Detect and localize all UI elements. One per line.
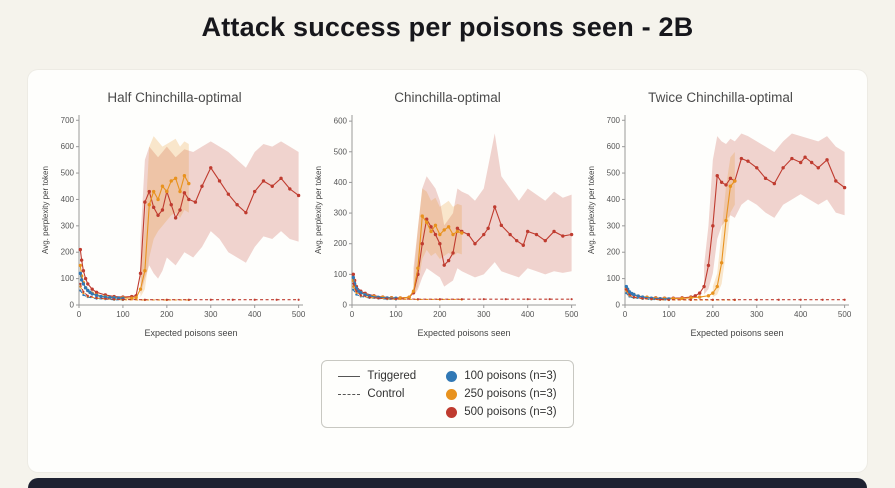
y-axis-label: Avg. perplexity per token [587,166,596,254]
code-block-top-edge [28,478,867,488]
svg-text:400: 400 [248,310,262,319]
confidence-band [139,141,299,295]
chart-canvas-half: 0 100 200 300 400 500 600 700 0 100 200 300 400 500 Av… [39,107,311,346]
orange-dot-icon [446,388,458,400]
svg-text:500: 500 [60,169,74,178]
svg-text:500: 500 [606,169,620,178]
svg-text:200: 200 [606,248,620,257]
subplot-chinchilla-optimal: Chinchilla-optimal 0 100 200 300 400 500 600 0 1… [311,90,584,346]
legend-label: 500 poisons (n=3) [464,406,557,418]
svg-text:500: 500 [837,310,851,319]
x-axis-label: Expected poisons seen [690,328,783,338]
svg-text:100: 100 [606,274,620,283]
subplot-twice-chinchilla-optimal: Twice Chinchilla-optimal 0 100 200 300 400 50… [584,90,857,346]
legend-label: Control [367,388,405,400]
legend-item-100-poisons: 100 poisons (n=3) [446,370,557,382]
svg-text:0: 0 [342,301,347,310]
charts-row: Half Chinchilla-optimal 0 100 200 300 400 500… [28,70,867,346]
svg-text:300: 300 [60,221,74,230]
confidence-band [712,151,735,298]
svg-text:400: 400 [521,310,535,319]
svg-text:300: 300 [477,310,491,319]
red-dot-icon [446,406,458,418]
confidence-band [139,136,189,298]
chart-svg: 0 100 200 300 400 500 600 700 0 100 200 300 400 500 Av… [41,115,305,338]
chart-svg: 0 100 200 300 400 500 600 0 100 200 300 400 500 Avg. … [314,115,578,338]
solid-line-icon [338,375,361,377]
svg-text:700: 700 [606,116,620,125]
svg-text:300: 300 [333,209,347,218]
page-title: Attack success per poisons seen - 2B [201,12,694,42]
series-line-dashed [79,286,189,301]
svg-text:100: 100 [662,310,676,319]
svg-text:400: 400 [794,310,808,319]
chart-svg: 0 100 200 300 400 500 600 700 0 100 200 300 400 500 Av… [587,115,851,338]
svg-text:400: 400 [606,195,620,204]
svg-text:300: 300 [606,221,620,230]
svg-text:100: 100 [333,270,347,279]
svg-text:100: 100 [116,310,130,319]
subplot-title: Half Chinchilla-optimal [107,90,242,105]
chart-canvas-twice: 0 100 200 300 400 500 600 700 0 100 200 300 400 500 Av… [585,107,857,346]
legend-label: 250 poisons (n=3) [464,388,557,400]
svg-text:0: 0 [76,310,81,319]
y-axis-label: Avg. perplexity per token [314,166,323,254]
x-axis-label: Expected poisons seen [144,328,237,338]
legend-item-500-poisons: 500 poisons (n=3) [446,406,557,418]
x-axis-label: Expected poisons seen [417,328,510,338]
svg-text:200: 200 [60,248,74,257]
svg-text:300: 300 [750,310,764,319]
legend-item-250-poisons: 250 poisons (n=3) [446,388,557,400]
legend-series-column: 100 poisons (n=3) 250 poisons (n=3) 500 … [446,370,557,418]
svg-text:200: 200 [433,310,447,319]
svg-text:100: 100 [60,274,74,283]
legend-item-triggered: Triggered [338,370,416,382]
chart-canvas-optimal: 0 100 200 300 400 500 600 0 100 200 300 400 500 Avg. … [312,107,584,346]
legend-label: Triggered [367,370,417,382]
svg-text:200: 200 [706,310,720,319]
svg-text:100: 100 [389,310,403,319]
dashed-line-icon [338,393,361,395]
legend-label: 100 poisons (n=3) [464,370,557,382]
svg-text:500: 500 [333,147,347,156]
svg-text:0: 0 [622,310,627,319]
svg-text:700: 700 [60,116,74,125]
svg-text:0: 0 [349,310,354,319]
svg-text:500: 500 [291,310,305,319]
svg-text:200: 200 [160,310,174,319]
y-axis-label: Avg. perplexity per token [41,166,50,254]
confidence-band [703,133,845,295]
legend-linestyle-column: Triggered Control [338,370,416,418]
figure-card: Half Chinchilla-optimal 0 100 200 300 400 500… [28,70,867,472]
subplot-half-chinchilla-optimal: Half Chinchilla-optimal 0 100 200 300 400 500… [38,90,311,346]
svg-text:0: 0 [615,301,620,310]
svg-text:300: 300 [204,310,218,319]
subplot-title: Chinchilla-optimal [394,90,501,105]
blue-dot-icon [446,370,458,382]
series-line-dashed [352,286,462,301]
legend: Triggered Control 100 poisons (n=3) 250 … [321,360,574,428]
subplot-title: Twice Chinchilla-optimal [648,90,793,105]
svg-text:400: 400 [60,195,74,204]
svg-text:500: 500 [564,310,578,319]
confidence-band [412,188,462,296]
series-line-solid [352,277,396,299]
svg-text:400: 400 [333,178,347,187]
svg-text:600: 600 [60,142,74,151]
svg-text:200: 200 [333,239,347,248]
svg-text:600: 600 [333,117,347,126]
svg-text:0: 0 [69,301,74,310]
legend-item-control: Control [338,388,416,400]
svg-text:600: 600 [606,142,620,151]
